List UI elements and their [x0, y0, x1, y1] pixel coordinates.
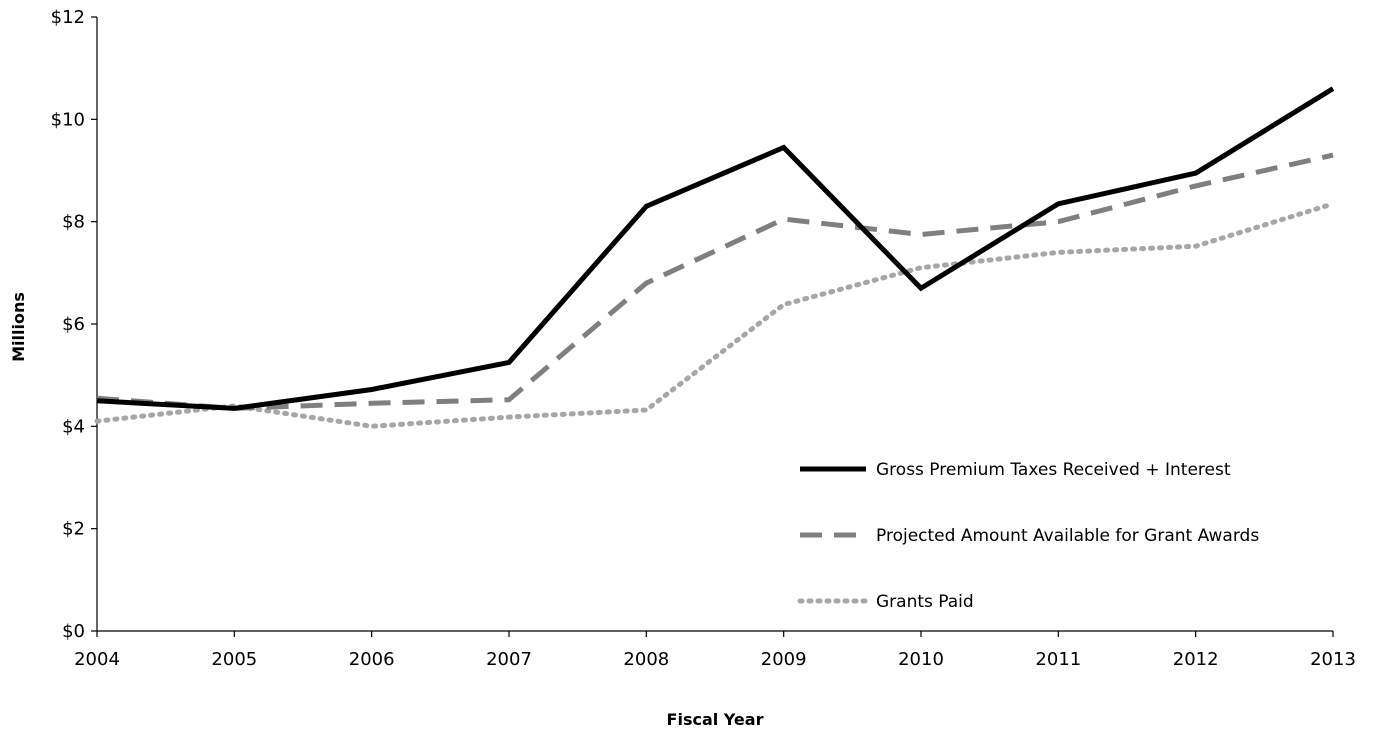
x-tick-label: 2009 — [761, 649, 807, 670]
legend-label-3: Grants Paid — [876, 592, 974, 612]
x-tick-label: 2013 — [1310, 649, 1356, 670]
x-tick-label: 2005 — [211, 649, 257, 670]
y-tick-label: $2 — [62, 519, 85, 540]
x-tick-label: 2004 — [74, 649, 120, 670]
x-tick-label: 2012 — [1173, 649, 1219, 670]
y-ticks: $0 $2 $4 $6 $8 $10 $12 — [51, 7, 97, 642]
legend: Gross Premium Taxes Received + Interest P… — [797, 460, 1259, 612]
x-tick-label: 2010 — [898, 649, 944, 670]
y-tick-label: $0 — [62, 621, 85, 642]
legend-label-2: Projected Amount Available for Grant Awa… — [876, 526, 1259, 546]
y-tick-label: $4 — [62, 416, 85, 437]
y-tick-label: $12 — [51, 7, 85, 28]
legend-label-1: Gross Premium Taxes Received + Interest — [876, 460, 1231, 480]
series-line-2 — [96, 152, 1334, 411]
x-tick-label: 2011 — [1035, 649, 1081, 670]
x-tick-label: 2006 — [349, 649, 395, 670]
x-tick-label: 2007 — [486, 649, 532, 670]
x-ticks: 2004 2005 2006 2007 2008 2009 2010 2011 2012 2013 — [74, 631, 1356, 670]
y-tick-label: $10 — [51, 109, 85, 130]
y-axis-title: Millions — [9, 292, 28, 362]
axes: $0$2$4$6$8$10$12 2004 2005 2006 2007 2008 200… — [51, 7, 1356, 670]
y-tick-label: $6 — [62, 314, 85, 335]
series-line-3 — [94, 201, 1336, 429]
series-lines — [94, 86, 1336, 429]
x-axis-title: Fiscal Year — [667, 710, 764, 729]
y-tick-label: $8 — [62, 212, 85, 233]
series-line-1 — [96, 86, 1335, 411]
x-tick-label: 2008 — [623, 649, 669, 670]
